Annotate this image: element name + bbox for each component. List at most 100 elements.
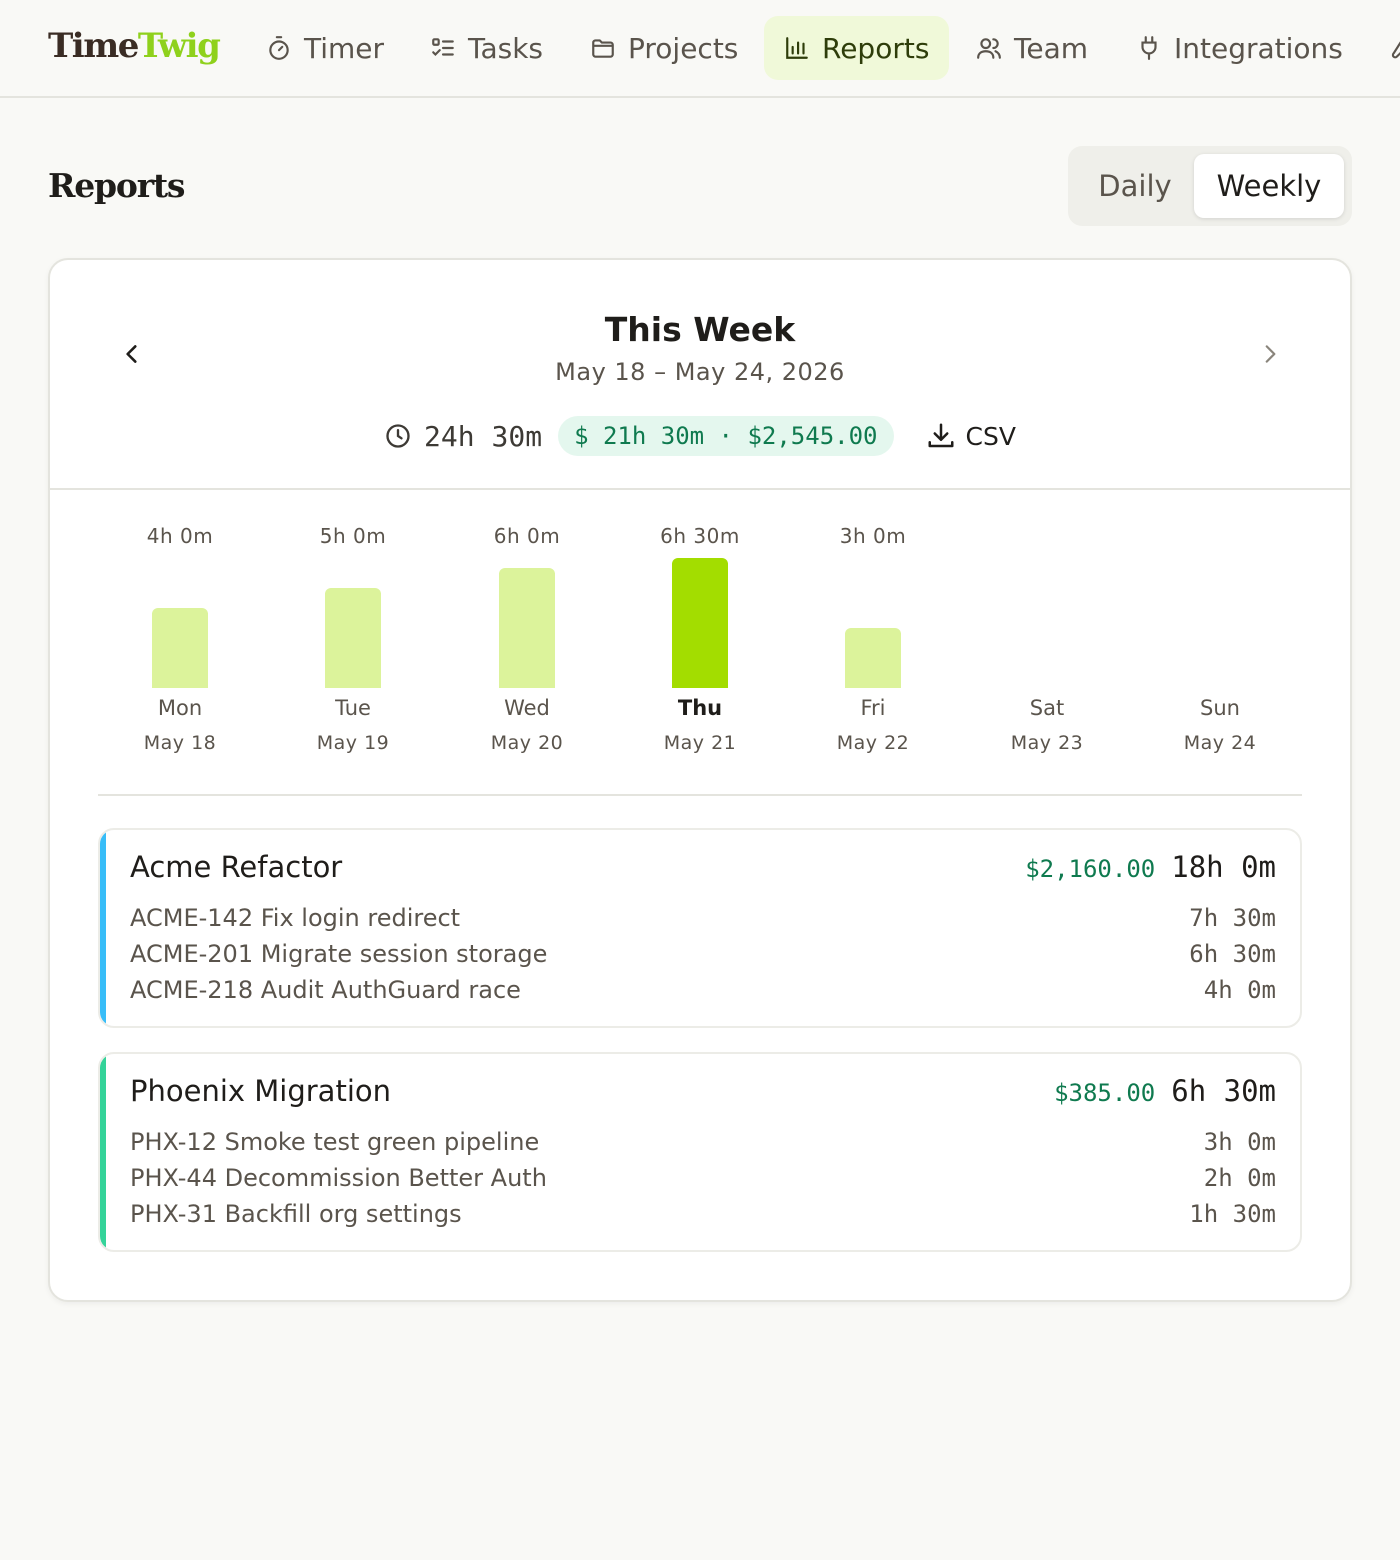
clock-icon	[386, 424, 410, 448]
stopwatch-icon	[269, 36, 289, 60]
previous-week-button[interactable]	[112, 334, 152, 374]
project-acme-refactor[interactable]: Acme Refactor $2,160.00 18h 0m ACME-142 …	[98, 828, 1302, 1028]
brand-logo-part2: Twig	[137, 26, 221, 66]
total-time-value: 24h 30m	[424, 419, 543, 453]
task-row[interactable]: ACME-142 Fix login redirect 7h 30m	[130, 900, 1276, 936]
task-row[interactable]: PHX-44 Decommission Better Auth 2h 0m	[130, 1160, 1276, 1196]
task-hours: 2h 0m	[1203, 1164, 1276, 1192]
plug-icon	[1141, 36, 1157, 60]
project-color-stripe	[100, 1054, 106, 1250]
day-date-label: May 20	[490, 732, 564, 754]
chart-bar[interactable]	[325, 588, 381, 688]
task-name: PHX-44 Decommission Better Auth	[130, 1164, 547, 1192]
task-row[interactable]: ACME-201 Migrate session storage 6h 30m	[130, 936, 1276, 972]
chart-day-sat[interactable]: Sat May 23	[967, 490, 1127, 790]
day-name-label: Fri	[860, 696, 886, 720]
export-csv-button[interactable]: CSV	[926, 421, 1016, 451]
chart-bar[interactable]	[499, 568, 555, 688]
task-name: ACME-201 Migrate session storage	[130, 940, 548, 968]
nav-label-team: Team	[1014, 31, 1089, 65]
folder-icon	[592, 39, 614, 58]
task-hours: 4h 0m	[1203, 976, 1276, 1004]
day-name-label: Tue	[335, 696, 371, 720]
task-hours: 3h 0m	[1203, 1128, 1276, 1156]
project-totals: $2,160.00 18h 0m	[1025, 850, 1276, 884]
bar-value-label: 5h 0m	[319, 524, 387, 548]
nav-item-projects[interactable]: Projects	[570, 16, 758, 80]
chart-day-thu[interactable]: 6h 30m Thu May 21	[620, 490, 780, 790]
weekly-toggle-button[interactable]: Weekly	[1194, 154, 1344, 218]
next-week-button[interactable]	[1250, 334, 1290, 374]
bar-value-label: 6h 30m	[660, 524, 740, 548]
day-name-label: Thu	[677, 696, 723, 720]
task-row[interactable]: ACME-218 Audit AuthGuard race 4h 0m	[130, 972, 1276, 1008]
day-date-label: May 24	[1183, 732, 1257, 754]
week-title: This Week	[604, 310, 796, 349]
chart-bar[interactable]	[152, 608, 208, 688]
task-row[interactable]: PHX-31 Backfill org settings 1h 30m	[130, 1196, 1276, 1232]
chart-day-tue[interactable]: 5h 0m Tue May 19	[273, 490, 433, 790]
nav-label-integrations: Integrations	[1174, 31, 1343, 65]
task-row[interactable]: PHX-12 Smoke test green pipeline 3h 0m	[130, 1124, 1276, 1160]
download-icon	[928, 423, 953, 448]
nav-item-timer[interactable]: Timer	[246, 16, 404, 80]
bar-value-label: 4h 0m	[146, 524, 214, 548]
nav-label-timer: Timer	[304, 31, 385, 65]
project-phoenix-migration[interactable]: Phoenix Migration $385.00 6h 30m PHX-12 …	[98, 1052, 1302, 1252]
chart-day-sun[interactable]: Sun May 24	[1140, 490, 1300, 790]
chart-bar[interactable]	[845, 628, 901, 688]
page-title: Reports	[48, 166, 186, 205]
project-amount: $385.00	[1054, 1079, 1156, 1107]
nav-item-overflow[interactable]	[1366, 16, 1400, 80]
daily-hours-chart: 4h 0m Mon May 18 5h 0m Tue May 19 6h 0m Wed May …	[50, 490, 1350, 790]
nav-item-tasks[interactable]: Tasks	[410, 16, 563, 80]
week-summary: 24h 30m $ 21h 30m · $2,545.00 CSV	[50, 414, 1350, 458]
brand-logo-part1: Time	[48, 26, 139, 66]
users-icon	[977, 38, 1001, 59]
brand-logo[interactable]: TimeTwig	[48, 26, 221, 66]
project-name: Phoenix Migration	[130, 1074, 391, 1108]
task-name: PHX-12 Smoke test green pipeline	[130, 1128, 540, 1156]
day-date-label: May 22	[836, 732, 910, 754]
nav-item-integrations[interactable]: Integrations	[1116, 16, 1363, 80]
nav-label-tasks: Tasks	[468, 31, 544, 65]
day-name-label: Sat	[1029, 696, 1065, 720]
weekly-report-card: This Week May 18 – May 24, 2026 24h 30m …	[48, 258, 1352, 1302]
export-csv-label: CSV	[965, 421, 1016, 451]
top-navigation: TimeTwig Timer Tasks Projects Reports Te…	[0, 0, 1400, 98]
day-name-label: Sun	[1200, 696, 1240, 720]
checklist-icon	[432, 38, 454, 57]
bar-value-label: 3h 0m	[839, 524, 907, 548]
project-amount: $2,160.00	[1025, 855, 1156, 883]
total-time: 24h 30m	[384, 420, 542, 453]
project-color-stripe	[100, 830, 106, 1026]
wrench-icon	[1391, 41, 1400, 59]
task-hours: 1h 30m	[1189, 1200, 1276, 1228]
day-date-label: May 19	[316, 732, 390, 754]
daily-toggle-button[interactable]: Daily	[1098, 169, 1172, 203]
chart-day-wed[interactable]: 6h 0m Wed May 20	[447, 490, 607, 790]
task-name: PHX-31 Backfill org settings	[130, 1200, 462, 1228]
day-date-label: May 23	[1010, 732, 1084, 754]
day-date-label: May 18	[143, 732, 217, 754]
chart-bar[interactable]	[672, 558, 728, 688]
project-hours: 6h 30m	[1171, 1074, 1276, 1108]
chevron-right-icon	[1265, 345, 1276, 363]
chart-day-fri[interactable]: 3h 0m Fri May 22	[793, 490, 953, 790]
day-date-label: May 21	[663, 732, 737, 754]
project-hours: 18h 0m	[1171, 850, 1276, 884]
chevron-left-icon	[126, 345, 137, 363]
day-name-label: Mon	[157, 696, 203, 720]
card-divider	[50, 488, 1350, 490]
task-name: ACME-142 Fix login redirect	[130, 904, 461, 932]
nav-item-team[interactable]: Team	[956, 16, 1108, 80]
task-hours: 7h 30m	[1189, 904, 1276, 932]
task-name: ACME-218 Audit AuthGuard race	[130, 976, 521, 1004]
bar-chart-icon	[786, 37, 808, 59]
chart-day-mon[interactable]: 4h 0m Mon May 18	[100, 490, 260, 790]
chart-divider	[98, 794, 1302, 796]
nav-label-projects: Projects	[628, 31, 739, 65]
day-name-label: Wed	[504, 696, 550, 720]
billable-badge: $ 21h 30m · $2,545.00	[558, 416, 894, 456]
nav-item-reports[interactable]: Reports	[764, 16, 950, 80]
